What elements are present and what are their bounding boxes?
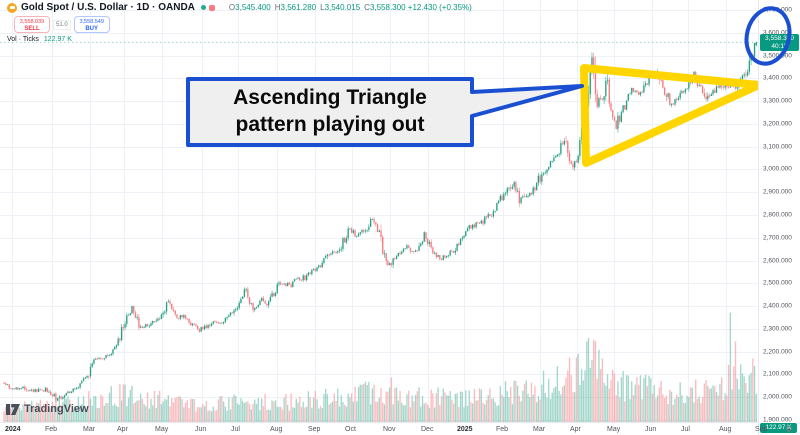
symbol-title[interactable]: Gold Spot / U.S. Dollar · 1D · OANDA [21, 2, 195, 13]
time-axis-label: Nov [383, 426, 396, 433]
time-axis-label: Oct [345, 426, 356, 433]
price-axis-label: 2,300.000 [763, 325, 792, 333]
broker-status-icon [208, 4, 215, 11]
price-axis-label: 2,800.000 [763, 211, 792, 219]
sell-label: SELL [24, 26, 40, 32]
price-axis-label: 3,000.000 [763, 165, 792, 173]
time-axis-label: May [607, 426, 621, 433]
price-axis-label: 3,400.000 [763, 74, 792, 82]
tradingview-watermark-text: TradingView [24, 403, 89, 415]
buy-price: 3,558.549 [79, 19, 104, 25]
open-label: O [228, 3, 236, 12]
price-axis-label: 2,900.000 [763, 188, 792, 196]
spread-value: 51.0 [53, 19, 71, 30]
time-axis-label: Jul [681, 426, 690, 433]
volume-axis-badge: 122.97 K [760, 423, 797, 433]
price-axis-label: 2,600.000 [763, 257, 792, 265]
high-value: 3,561.280 [280, 3, 317, 12]
price-chart-canvas[interactable] [0, 0, 758, 422]
price-axis[interactable]: 3,700.000 3,600.000 3,500.000 3,400.000 3,30… [758, 0, 800, 435]
buy-label: BUY [85, 26, 99, 32]
close-label: C [364, 3, 370, 12]
breakout-circle-drawing[interactable] [741, 4, 795, 68]
price-axis-label: 3,300.000 [763, 97, 792, 105]
price-axis-label: 2,700.000 [763, 234, 792, 242]
price-axis-label: 3,500.000 [763, 52, 792, 60]
time-axis-label: Feb [496, 426, 509, 433]
time-axis-label: Sep [308, 426, 321, 433]
last-price-value: 3,558.300 [765, 34, 794, 42]
time-axis-label: Sep [755, 426, 768, 433]
time-axis-label: May [155, 426, 169, 433]
bar-countdown: 40:13 [771, 42, 788, 50]
tradingview-watermark[interactable]: TradingView [6, 403, 89, 415]
sell-button[interactable]: 3,558.039 SELL [14, 16, 50, 33]
time-axis-label: Dec [421, 426, 434, 433]
volume-indicator-value: 122.97 K [43, 36, 72, 43]
gold-symbol-icon [7, 2, 17, 13]
price-axis-label: 3,100.000 [763, 143, 792, 151]
price-axis-label: 2,400.000 [763, 302, 792, 310]
time-axis-label: 2024 [5, 426, 21, 433]
time-axis-label: Mar [83, 426, 96, 433]
time-axis-label: Feb [45, 426, 58, 433]
tradingview-logo-icon [6, 403, 20, 415]
open-value: 3,545.400 [235, 3, 271, 12]
last-price-badge: 3,558.300 40:13 [760, 33, 799, 51]
time-axis-label: Aug [270, 426, 283, 433]
high-label: H [274, 3, 281, 12]
time-axis-label: Apr [117, 426, 128, 433]
price-axis-label: 2,000.000 [763, 393, 792, 401]
callout-box-shape[interactable] [186, 77, 584, 147]
ascending-triangle-drawing[interactable] [580, 64, 763, 167]
price-axis-label: 2,500.000 [763, 279, 792, 287]
price-axis-label: 2,100.000 [763, 370, 792, 378]
time-axis-label: 2025 [457, 426, 473, 433]
change-value: +12.430 (+0.35%) [407, 3, 472, 12]
time-axis-label: Aug [719, 426, 732, 433]
time-axis-label: Mar [533, 426, 546, 433]
chart-legend: Gold Spot / U.S. Dollar · 1D · OANDA O3,… [7, 2, 472, 45]
low-label: L [320, 3, 325, 12]
close-value: 3,558.300 [369, 3, 406, 12]
price-axis-label: 2,200.000 [763, 348, 792, 356]
time-axis-label: Apr [570, 426, 581, 433]
ohlc-readout: O3,545.400 H3,561.280 L3,540.015 C3,558.300… [225, 3, 472, 12]
time-axis-label: Jun [645, 426, 657, 433]
low-value: 3,540.015 [324, 3, 361, 12]
time-axis[interactable]: 2024 Feb Mar Apr May Jun Jul Aug Sep Oct Nov Dec 202… [0, 422, 767, 435]
price-axis-label: 3,200.000 [763, 120, 792, 128]
market-open-dot-icon [200, 5, 206, 10]
sell-price: 3,558.039 [19, 19, 45, 25]
buy-button[interactable]: 3,558.549 BUY [73, 16, 110, 33]
time-axis-label: Jun [195, 426, 207, 433]
price-axis-label: 1,900.000 [763, 416, 792, 424]
price-axis-label: 3,600.000 [763, 29, 792, 37]
time-axis-label: Jul [231, 426, 240, 433]
axis-settings-gear-icon[interactable]: ⚙ [785, 424, 794, 434]
volume-indicator-label[interactable]: Vol · Ticks [7, 36, 39, 43]
